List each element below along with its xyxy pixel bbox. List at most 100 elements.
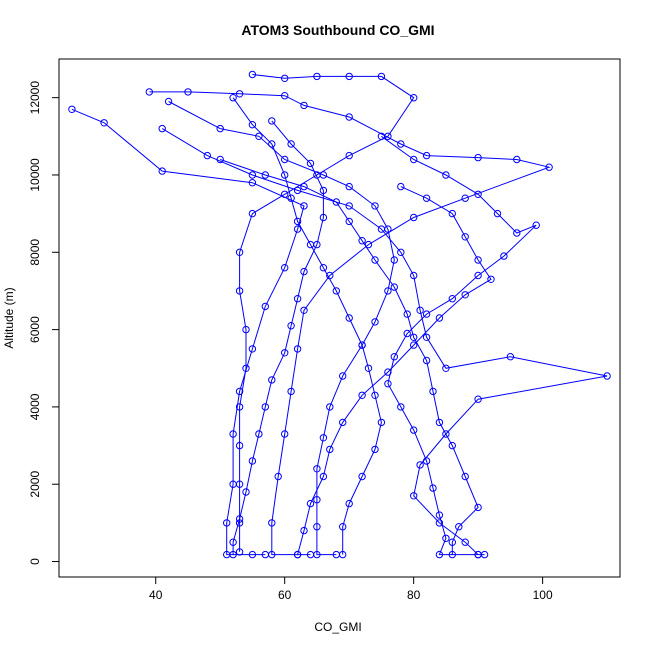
data-point [442,171,450,179]
data-point [235,387,244,396]
data-point [493,209,502,218]
data-point [397,182,405,191]
series-line [161,128,608,556]
data-point [603,372,611,380]
data-point [235,287,244,295]
data-point [410,341,418,349]
data-point [345,202,353,210]
data-point [487,275,495,283]
data-point [216,155,224,164]
data-point [281,430,289,438]
data-point [313,496,321,504]
data-point [397,140,405,148]
data-point [506,353,515,361]
data-point [281,155,289,164]
data-point [216,124,224,133]
y-tick-label: 8000 [28,239,42,266]
series-line [239,74,415,552]
series-6 [216,155,482,559]
data-point [545,163,553,171]
series-7 [229,94,386,559]
chart-title: ATOM3 Southbound CO_GMI [241,22,434,38]
x-tick-label: 80 [407,588,421,602]
y-tick-label: 12000 [28,81,42,115]
data-point [422,310,431,318]
data-point [332,198,340,206]
data-point [235,548,244,556]
data-point [306,159,315,168]
data-point [268,519,276,527]
data-point [248,171,257,179]
data-point [448,538,456,546]
data-point [410,492,418,500]
data-point [293,217,302,226]
data-point [345,499,353,508]
data-point [300,526,308,535]
data-point [500,252,508,260]
data-point [455,523,463,531]
x-axis-label: CO_GMI [314,620,361,634]
data-point [377,132,386,141]
data-point [358,472,366,481]
data-point [397,248,405,257]
data-point [287,140,295,148]
data-point [319,264,328,272]
data-point [532,221,540,229]
data-point [300,306,308,314]
data-point [377,72,386,81]
data-point [410,271,418,280]
data-point [371,202,379,210]
data-point [384,287,392,295]
data-point [268,550,276,559]
x-tick-label: 60 [278,588,292,602]
y-tick-label: 0 [28,558,42,565]
data-point [364,364,373,372]
data-point [235,248,244,257]
data-point [358,341,366,349]
data-point [145,88,154,96]
data-point [358,237,366,245]
data-point [390,353,398,361]
x-tick-label: 100 [533,588,553,602]
data-point [203,151,212,160]
data-point [339,523,347,531]
data-point [229,94,237,102]
data-point [306,550,315,559]
data-point [461,233,469,241]
data-point [248,179,257,187]
series-3 [235,70,418,556]
y-axis-label: Altitude (m) [2,287,16,348]
data-point [448,295,456,303]
data-point [293,186,302,195]
data-point [474,256,482,264]
data-point [319,171,328,179]
data-point [261,302,269,311]
data-point [287,322,295,330]
data-point [410,155,418,164]
data-point [223,519,231,527]
series-5 [164,97,398,559]
data-point [287,387,295,396]
data-point [410,94,418,102]
y-tick-label: 6000 [28,316,42,343]
series-line [296,186,492,556]
data-point [235,441,244,450]
data-point [281,349,289,357]
data-point [313,240,321,249]
data-point [435,550,444,559]
series-layer [68,70,611,559]
data-point [229,550,237,559]
series-1 [68,105,308,559]
data-point [397,403,405,411]
data-point [390,283,398,291]
data-point [248,345,257,353]
data-point [300,182,308,191]
series-line [381,135,537,556]
data-point [371,256,379,264]
data-point [242,488,250,496]
data-point [422,457,431,465]
data-point [422,194,431,202]
